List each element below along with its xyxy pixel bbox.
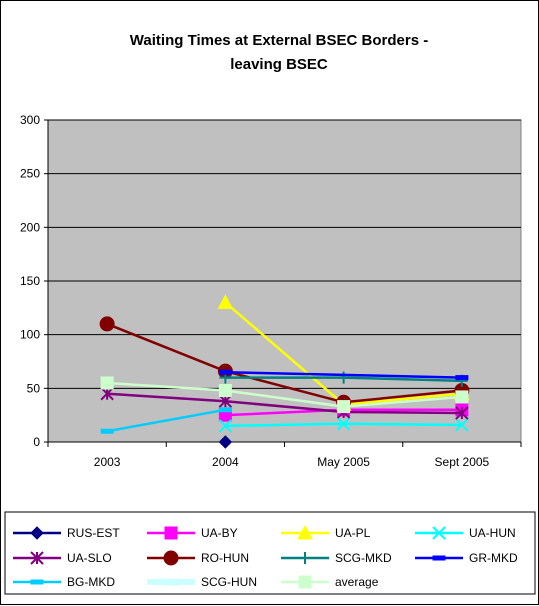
data-point-GR-MKD-1: [218, 369, 232, 375]
series-GR-MKD: [218, 369, 469, 381]
legend-box: [4, 511, 536, 595]
legend-label: UA-BY: [201, 526, 238, 540]
legend-marker: [297, 524, 313, 540]
data-point-UA-HUN-1: [218, 419, 233, 433]
legend-label: UA-SLO: [67, 551, 112, 565]
grid-layer: [48, 119, 521, 389]
data-point-UA-PL-1: [217, 294, 234, 309]
legend-item-UA-BY: UA-BY: [147, 526, 238, 540]
legend: RUS-EST UA-BY UA-PL UA-HUN UA-SLO RO-HUN SCG-M…: [13, 524, 518, 589]
legend-marker: [432, 526, 446, 540]
legend-item-SCG-HUN: SCG-HUN: [147, 575, 257, 589]
data-point-average-0: [100, 376, 114, 390]
y-tick-label: 150: [20, 274, 40, 288]
chart-title-line-1: Waiting Times at External BSEC Borders -: [130, 32, 428, 49]
legend-marker: [30, 526, 44, 540]
legend-marker: [30, 579, 44, 585]
series-line-BG-MKD: [106, 408, 226, 433]
series-line-UA-SLO: [107, 392, 462, 415]
y-tick-label: 200: [20, 220, 40, 234]
data-point-UA-SLO-3: [455, 406, 469, 420]
data-point-UA-SLO-1: [218, 394, 233, 408]
series-UA-HUN: [218, 417, 469, 433]
legend-item-average: average: [281, 575, 379, 589]
legend-label: average: [335, 575, 379, 589]
legend-label: UA-HUN: [469, 526, 516, 540]
legend-item-BG-MKD: BG-MKD: [13, 575, 115, 589]
y-tick-label: 250: [20, 167, 40, 181]
series-average: [100, 376, 469, 414]
data-point-BG-MKD-1: [218, 407, 232, 413]
data-point-RUS-EST-1: [218, 435, 233, 449]
legend-label: UA-PL: [335, 526, 371, 540]
data-point-average-1: [218, 383, 232, 397]
data-point-SCG-MKD-2: [337, 371, 350, 384]
legend-item-RO-HUN: RO-HUN: [147, 550, 249, 566]
data-point-average-2: [337, 400, 351, 414]
series-line-GR-MKD: [225, 370, 462, 379]
legend-item-UA-HUN: UA-HUN: [415, 526, 516, 540]
data-point-UA-HUN-2: [336, 417, 351, 431]
legend-item-GR-MKD: GR-MKD: [415, 551, 518, 565]
data-point-BG-MKD-0: [100, 428, 114, 434]
series-BG-MKD: [100, 407, 232, 434]
x-tick-label: 2004: [212, 455, 239, 469]
legend-label: GR-MKD: [469, 551, 518, 565]
data-point-UA-HUN-3: [455, 418, 469, 432]
legend-item-SCG-MKD: SCG-MKD: [281, 551, 392, 565]
data-point-RO-HUN-0: [99, 316, 115, 332]
axis-layer: 0 50 100 150 200 250 300 2003 2004 May 2005 Sept 2…: [20, 113, 522, 469]
legend-item-RUS-EST: RUS-EST: [13, 526, 120, 540]
x-tick-label: Sept 2005: [435, 455, 490, 469]
legend-label: RUS-EST: [67, 526, 120, 540]
legend-item-UA-SLO: UA-SLO: [13, 551, 112, 565]
legend-label: SCG-MKD: [335, 551, 392, 565]
series-RUS-EST: [218, 435, 233, 449]
legend-marker: [162, 578, 180, 586]
y-tick-label: 0: [33, 435, 40, 449]
y-tick-label: 300: [20, 113, 40, 127]
legend-label: SCG-HUN: [201, 575, 257, 589]
data-point-UA-SLO-0: [100, 386, 114, 401]
series-line-average: [107, 381, 462, 408]
series-line-RO-HUN: [106, 322, 462, 404]
legend-item-UA-PL: UA-PL: [281, 524, 371, 540]
x-tick-label: 2003: [94, 455, 121, 469]
chart-title-line-2: leaving BSEC: [230, 56, 328, 73]
data-point-average-3: [455, 390, 469, 404]
y-tick-label: 100: [20, 328, 40, 342]
legend-marker: [298, 575, 312, 589]
legend-marker: [432, 555, 446, 561]
series-layer: [99, 294, 470, 449]
x-tick-label: May 2005: [317, 455, 370, 469]
legend-marker: [30, 551, 44, 565]
legend-label: BG-MKD: [67, 575, 115, 589]
data-point-GR-MKD-3: [455, 375, 469, 381]
legend-marker: [163, 550, 179, 566]
legend-label: RO-HUN: [201, 551, 249, 565]
y-tick-label: 50: [27, 381, 41, 395]
legend-marker: [164, 526, 178, 540]
legend-marker: [299, 552, 311, 564]
